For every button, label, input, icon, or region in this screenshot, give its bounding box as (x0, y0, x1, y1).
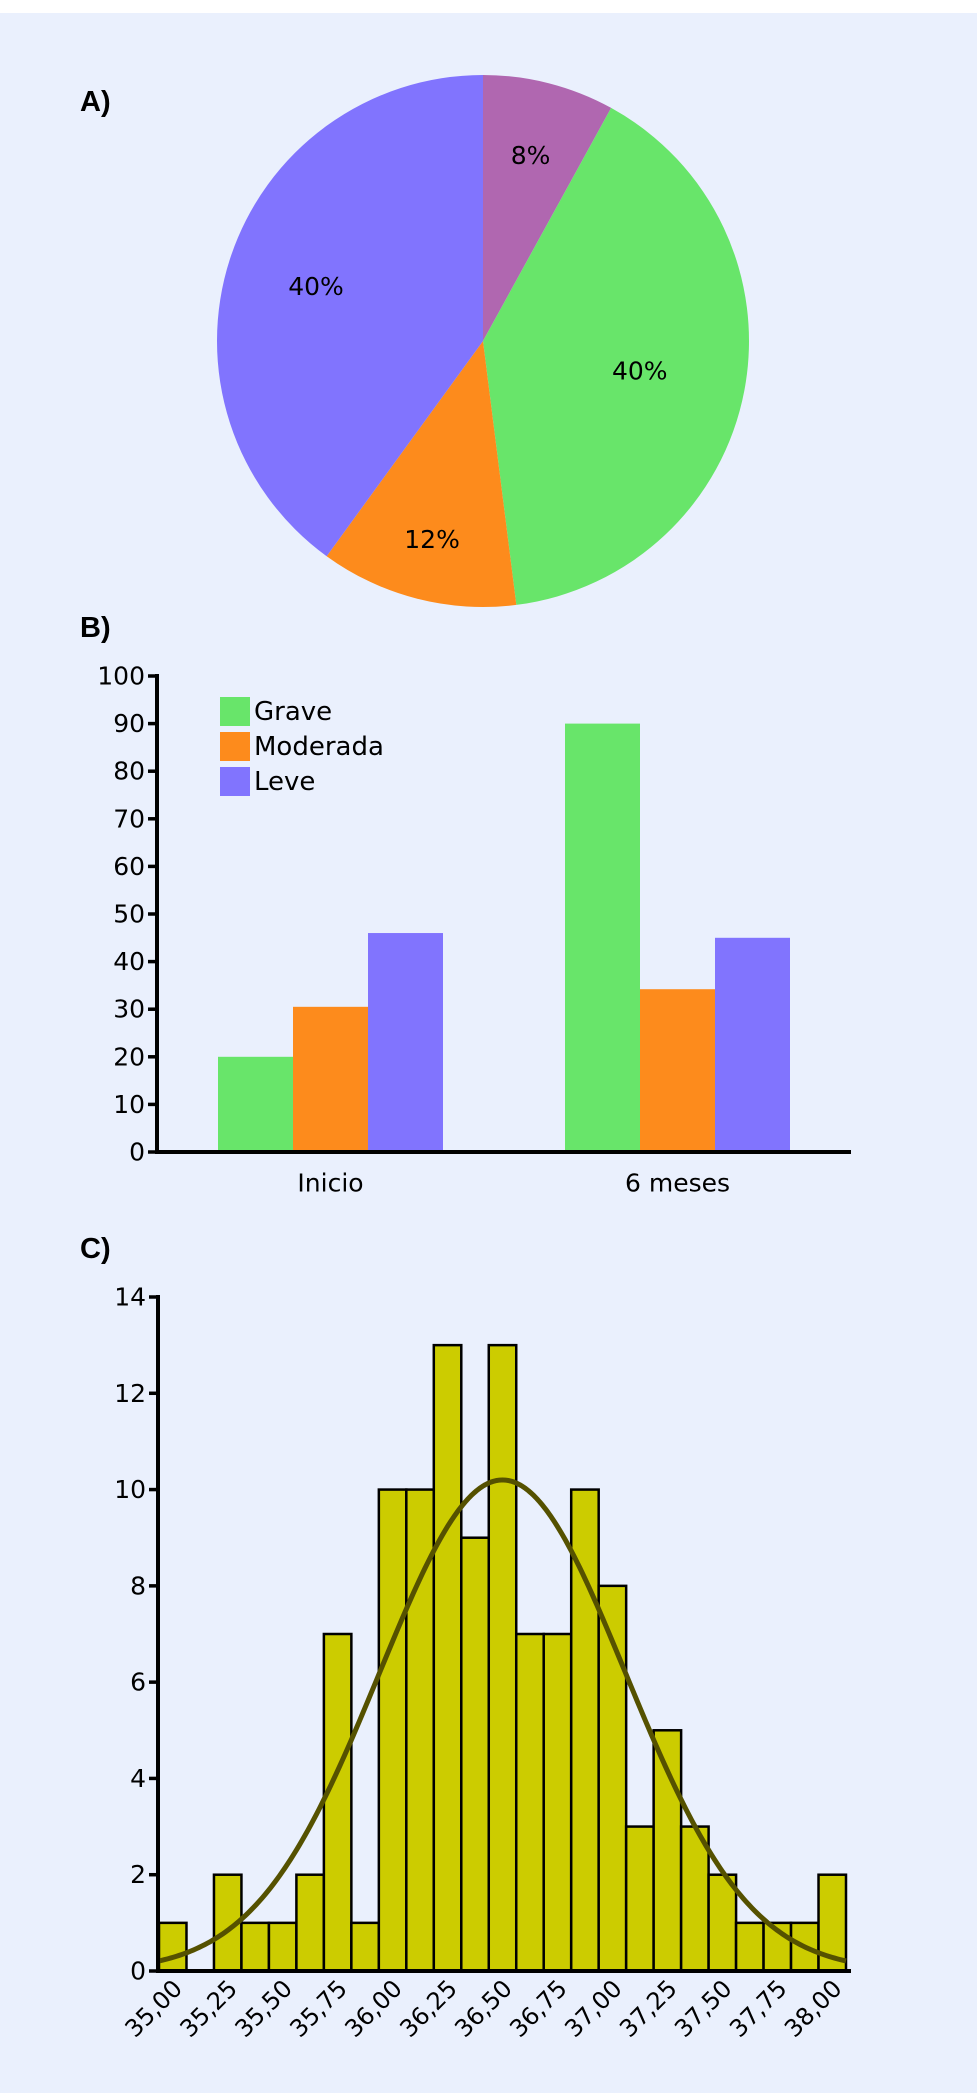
y-tick-label: 40 (113, 947, 145, 976)
histogram-bar (707, 1873, 738, 1973)
y-tick-label: 30 (113, 995, 145, 1024)
y-tick-label: 10 (114, 1475, 146, 1504)
histogram-bar (377, 1488, 408, 1973)
y-tick-label: 2 (130, 1860, 146, 1889)
legend-swatch (220, 767, 250, 796)
y-tick-label: 14 (114, 1283, 146, 1312)
legend-label: Grave (254, 697, 332, 727)
histogram-bar (460, 1536, 491, 1973)
histogram-bar (542, 1632, 573, 1973)
pie-slice (483, 107, 750, 605)
histogram-bar (157, 1921, 188, 1973)
y-tick-label: 8 (130, 1571, 146, 1600)
bar (218, 1056, 293, 1152)
y-tick-label: 90 (113, 709, 145, 738)
histogram-bar (322, 1632, 353, 1973)
y-tick-label: 20 (113, 1042, 145, 1071)
legend-label: Leve (254, 767, 315, 797)
bar (368, 933, 443, 1152)
pie-slice (483, 75, 612, 341)
normal-fit-curve (158, 1477, 847, 1964)
bar-chart: Inicio 6 meses 0 10 20 30 40 50 60 70 80 90 100 Grave… (97, 662, 851, 1198)
histogram-bar (679, 1825, 710, 1973)
panel-label-b: B) (80, 612, 111, 644)
y-tick-label: 6 (130, 1668, 146, 1697)
histogram-bar (624, 1825, 655, 1973)
y-tick-label: 50 (113, 900, 145, 929)
panel-label-a: A) (80, 86, 111, 118)
bar (715, 937, 790, 1152)
pie-slice (216, 75, 483, 557)
legend-label: Moderada (254, 732, 384, 762)
y-tick-label: 0 (130, 1957, 146, 1986)
y-tick-label: 100 (97, 662, 145, 691)
pie-slice-label: 40% (612, 356, 668, 385)
y-tick-label: 10 (113, 1090, 145, 1119)
x-category-label: Inicio (297, 1169, 363, 1198)
y-tick-label: 0 (129, 1138, 145, 1167)
x-category-label: 6 meses (625, 1169, 730, 1198)
histogram-bar (405, 1488, 436, 1973)
bar (565, 723, 640, 1152)
histogram-bar (569, 1488, 600, 1973)
pie-slice-label: 12% (404, 525, 460, 554)
pie-chart: 8% 40% 12% 40% (216, 75, 750, 607)
legend-swatch (220, 697, 250, 726)
pie-slice-label: 40% (288, 272, 344, 301)
y-tick-label: 70 (113, 804, 145, 833)
histogram-bar (487, 1343, 518, 1973)
histogram-bar (734, 1921, 765, 1973)
pie-slice-label: 8% (511, 141, 551, 170)
histogram-bar (350, 1921, 381, 1973)
histogram-bar (432, 1343, 463, 1973)
pie-slice (326, 341, 517, 607)
legend: Grave Moderada Leve (220, 697, 384, 797)
histogram-bar (240, 1921, 271, 1973)
histogram-bar (514, 1632, 545, 1973)
legend-swatch (220, 732, 250, 761)
histogram-bar (267, 1921, 298, 1973)
histogram-chart: 0246810121435,0035,2535,5035,7536,0036,2… (114, 1283, 851, 2043)
histogram-bar (295, 1873, 326, 1973)
y-tick-label: 80 (113, 757, 145, 786)
y-tick-label: 4 (130, 1764, 146, 1793)
bar (293, 1006, 368, 1152)
y-tick-label: 60 (113, 852, 145, 881)
panel-label-c: C) (80, 1233, 111, 1265)
bar (640, 989, 715, 1152)
y-tick-label: 12 (114, 1379, 146, 1408)
